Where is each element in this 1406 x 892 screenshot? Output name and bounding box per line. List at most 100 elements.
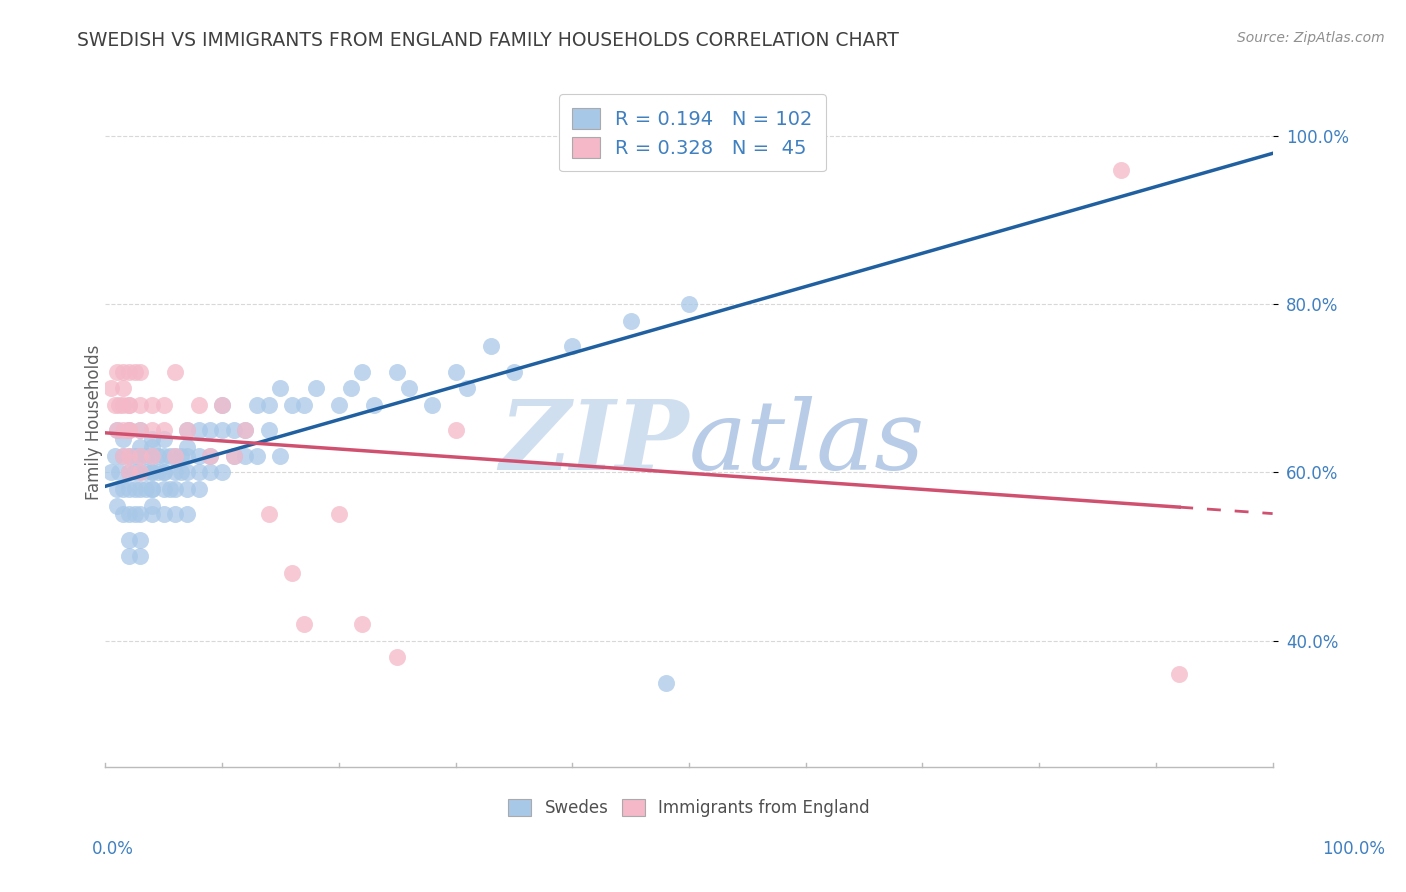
Point [141, 482, 163, 496]
Text: 100.0%: 100.0% [1322, 840, 1385, 858]
Point [222, 449, 245, 463]
Point [420, 398, 443, 412]
Point [124, 482, 146, 496]
Point [654, 675, 676, 690]
Point [398, 381, 420, 395]
Point [352, 616, 374, 631]
Point [1109, 162, 1132, 177]
Point [176, 508, 198, 522]
Point [339, 381, 361, 395]
Point [328, 398, 350, 412]
Point [304, 381, 326, 395]
Point [100, 381, 122, 395]
Point [141, 440, 163, 454]
Point [152, 424, 174, 438]
Point [141, 508, 163, 522]
Point [387, 365, 409, 379]
Point [111, 398, 134, 412]
Point [146, 449, 169, 463]
Point [141, 449, 163, 463]
Point [152, 466, 174, 480]
Point [152, 449, 174, 463]
Point [246, 398, 269, 412]
Point [135, 466, 157, 480]
Point [146, 466, 169, 480]
Point [141, 466, 163, 480]
Point [1168, 667, 1191, 681]
Point [479, 339, 502, 353]
Point [770, 129, 793, 144]
Point [211, 466, 233, 480]
Point [129, 424, 152, 438]
Point [292, 616, 315, 631]
Point [328, 508, 350, 522]
Point [176, 482, 198, 496]
Point [105, 499, 128, 513]
Point [118, 508, 141, 522]
Point [281, 398, 304, 412]
Point [235, 449, 257, 463]
Point [269, 449, 291, 463]
Point [105, 424, 128, 438]
Point [187, 424, 209, 438]
Point [152, 482, 174, 496]
Point [257, 398, 280, 412]
Point [111, 365, 134, 379]
Point [165, 365, 187, 379]
Point [108, 466, 131, 480]
Point [200, 449, 222, 463]
Point [141, 432, 163, 446]
Point [118, 424, 141, 438]
Point [211, 398, 233, 412]
Point [152, 432, 174, 446]
Text: 0.0%: 0.0% [91, 840, 134, 858]
Point [678, 297, 700, 311]
Point [118, 466, 141, 480]
Point [246, 449, 269, 463]
Point [211, 424, 233, 438]
Point [129, 508, 152, 522]
Point [200, 466, 222, 480]
Point [100, 466, 122, 480]
Point [292, 398, 315, 412]
Point [111, 449, 134, 463]
Point [235, 424, 257, 438]
Point [152, 466, 174, 480]
Point [118, 449, 141, 463]
Point [352, 365, 374, 379]
Point [152, 508, 174, 522]
Point [124, 508, 146, 522]
Point [129, 466, 152, 480]
Point [170, 466, 193, 480]
Point [124, 449, 146, 463]
Point [503, 365, 526, 379]
Point [118, 449, 141, 463]
Point [222, 449, 245, 463]
Point [118, 424, 141, 438]
Point [118, 398, 141, 412]
Point [118, 466, 141, 480]
Point [200, 449, 222, 463]
Point [118, 549, 141, 564]
Point [108, 398, 131, 412]
Point [141, 466, 163, 480]
Point [141, 499, 163, 513]
Point [165, 482, 187, 496]
Point [135, 482, 157, 496]
Point [129, 482, 152, 496]
Point [170, 449, 193, 463]
Point [105, 482, 128, 496]
Text: SWEDISH VS IMMIGRANTS FROM ENGLAND FAMILY HOUSEHOLDS CORRELATION CHART: SWEDISH VS IMMIGRANTS FROM ENGLAND FAMIL… [77, 31, 900, 50]
Point [235, 424, 257, 438]
Point [129, 533, 152, 547]
Point [165, 466, 187, 480]
Point [141, 449, 163, 463]
Y-axis label: Family Households: Family Households [86, 344, 103, 500]
Point [129, 466, 152, 480]
Point [111, 449, 134, 463]
Point [104, 398, 127, 412]
Point [176, 440, 198, 454]
Point [124, 466, 146, 480]
Point [187, 398, 209, 412]
Point [176, 424, 198, 438]
